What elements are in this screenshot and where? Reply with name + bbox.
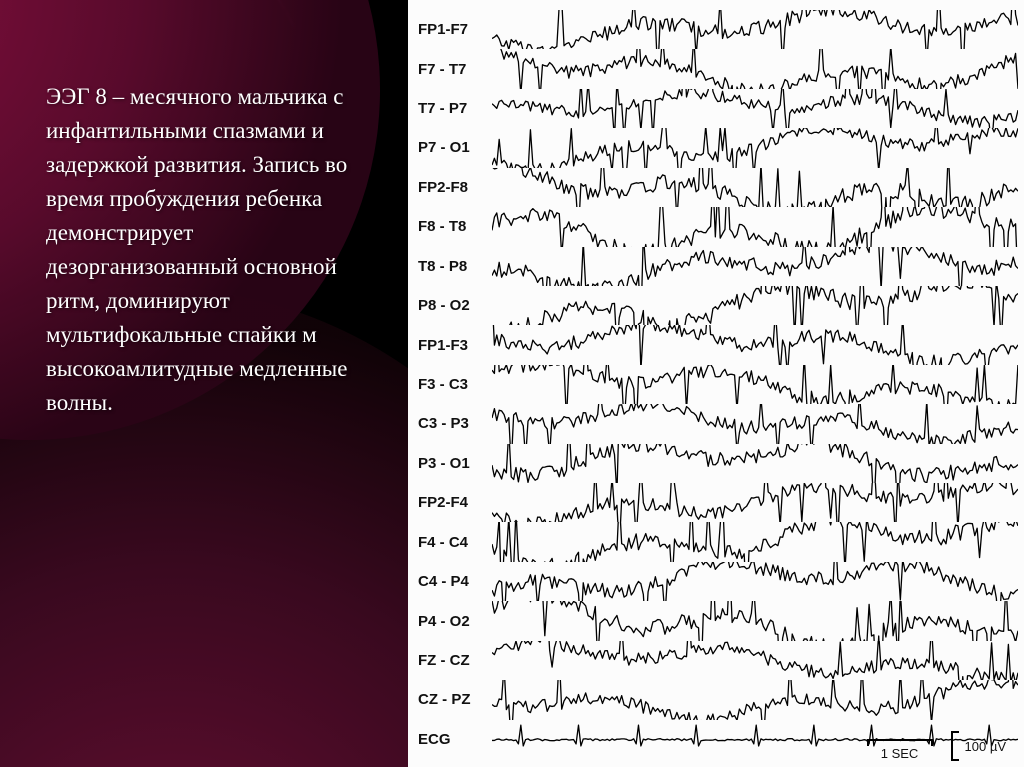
- channel-label: C4 - P4: [414, 573, 492, 590]
- eeg-channel-row: F7 - T7: [414, 49, 1018, 88]
- time-scale-label: 1 SEC: [881, 746, 919, 761]
- eeg-channel-row: F3 - C3: [414, 365, 1018, 404]
- channel-label: F7 - T7: [414, 61, 492, 78]
- eeg-waveform: [492, 522, 1018, 561]
- channel-label: F4 - C4: [414, 534, 492, 551]
- eeg-channel-row: C3 - P3: [414, 404, 1018, 443]
- eeg-waveform: [492, 128, 1018, 167]
- eeg-channel-row: FZ - CZ: [414, 641, 1018, 680]
- eeg-channel-row: P3 - O1: [414, 444, 1018, 483]
- channel-label: T8 - P8: [414, 258, 492, 275]
- eeg-waveform: [492, 89, 1018, 128]
- eeg-channel-row: C4 - P4: [414, 562, 1018, 601]
- calibration-bar: 1 SEC 100 µV: [867, 731, 1006, 761]
- channel-label: FP1-F7: [414, 21, 492, 38]
- amplitude-scale-label: 100 µV: [965, 739, 1006, 754]
- channel-label: P3 - O1: [414, 455, 492, 472]
- eeg-channel-row: FP2-F4: [414, 483, 1018, 522]
- amplitude-scale-bar: 100 µV: [951, 731, 1006, 761]
- channel-label: F3 - C3: [414, 376, 492, 393]
- channel-label: P7 - O1: [414, 139, 492, 156]
- channel-label: FP1-F3: [414, 337, 492, 354]
- eeg-channel-row: P7 - O1: [414, 128, 1018, 167]
- eeg-waveform: [492, 10, 1018, 49]
- eeg-waveform: [492, 247, 1018, 286]
- eeg-waveform: [492, 365, 1018, 404]
- eeg-waveform: [492, 444, 1018, 483]
- eeg-channel-row: T8 - P8: [414, 247, 1018, 286]
- eeg-waveform: [492, 49, 1018, 88]
- eeg-channel-row: FP1-F7: [414, 10, 1018, 49]
- channel-label: C3 - P3: [414, 415, 492, 432]
- eeg-waveform: [492, 404, 1018, 443]
- eeg-waveform: [492, 483, 1018, 522]
- eeg-channel-row: FP2-F8: [414, 168, 1018, 207]
- channel-label: T7 - P7: [414, 100, 492, 117]
- channel-label: P4 - O2: [414, 613, 492, 630]
- slide-body-text: ЭЭГ 8 – месячного мальчика с инфантильны…: [46, 80, 384, 420]
- eeg-channel-row: T7 - P7: [414, 89, 1018, 128]
- channel-label: FP2-F4: [414, 494, 492, 511]
- eeg-channel-row: FP1-F3: [414, 325, 1018, 364]
- eeg-waveform: [492, 680, 1018, 719]
- eeg-channel-row: F4 - C4: [414, 522, 1018, 561]
- eeg-waveform: [492, 641, 1018, 680]
- eeg-figure: FP1-F7 F7 - T7 T7 - P7 P7 - O1 FP2-F8 F8 - T8…: [408, 0, 1024, 767]
- eeg-waveform: [492, 601, 1018, 640]
- channel-label: FP2-F8: [414, 179, 492, 196]
- eeg-waveform: [492, 286, 1018, 325]
- time-scale-bar: 1 SEC: [867, 739, 933, 761]
- eeg-waveform: [492, 168, 1018, 207]
- channel-label: ECG: [414, 731, 492, 748]
- eeg-waveform: [492, 325, 1018, 364]
- eeg-waveform: [492, 207, 1018, 246]
- slide-text-panel: ЭЭГ 8 – месячного мальчика с инфантильны…: [0, 0, 408, 767]
- channel-label: F8 - T8: [414, 218, 492, 235]
- eeg-channel-row: CZ - PZ: [414, 680, 1018, 719]
- channel-label: CZ - PZ: [414, 691, 492, 708]
- eeg-waveform: [492, 562, 1018, 601]
- eeg-channel-row: P4 - O2: [414, 601, 1018, 640]
- channel-label: FZ - CZ: [414, 652, 492, 669]
- channel-label: P8 - O2: [414, 297, 492, 314]
- eeg-channel-row: P8 - O2: [414, 286, 1018, 325]
- eeg-channel-row: F8 - T8: [414, 207, 1018, 246]
